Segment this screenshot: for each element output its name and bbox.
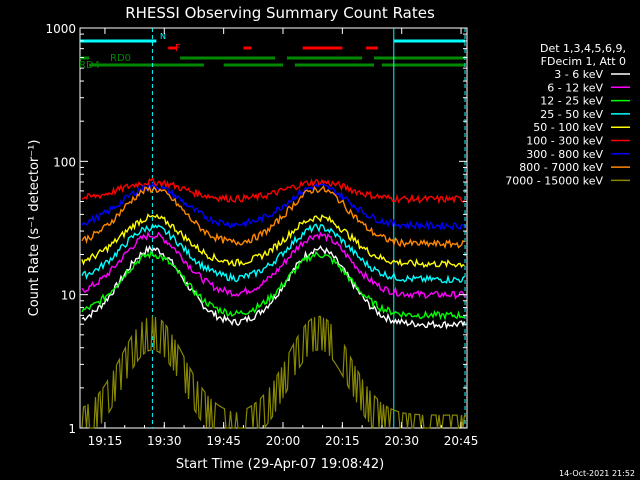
- series-lines: [81, 177, 466, 430]
- legend-label: 300 - 800 keV: [526, 148, 603, 161]
- series-line: [81, 250, 465, 321]
- series-line: [81, 177, 466, 205]
- y-tick-label: 1000: [45, 22, 76, 36]
- y-tick-label: 10: [61, 289, 76, 303]
- flag-label-rd0: RD0: [110, 53, 131, 64]
- legend-label: 25 - 50 keV: [540, 108, 603, 121]
- plot-frame: [79, 27, 468, 429]
- flag-label-rd4: RD4: [79, 60, 100, 71]
- x-axis-label: Start Time (29-Apr-07 19:08:42): [176, 457, 384, 472]
- vertical-markers: [151, 28, 466, 428]
- flag-label-n: N: [160, 32, 166, 41]
- flag-bars: NF RD0 RD4: [79, 32, 466, 71]
- series-line: [81, 182, 466, 231]
- flag-label-f: F: [175, 43, 181, 54]
- footer-date: 14-Oct-2021 21:52: [559, 469, 635, 478]
- legend-label: 3 - 6 keV: [554, 68, 603, 81]
- x-tick-label: 20:00: [266, 434, 301, 448]
- legend-label: 6 - 12 keV: [547, 81, 603, 94]
- chart-title: RHESSI Observing Summary Count Rates: [125, 4, 435, 22]
- series-line: [81, 223, 465, 284]
- x-tick-label: 19:15: [88, 434, 123, 448]
- legend-label: 50 - 100 keV: [533, 121, 603, 134]
- legend-label: 7000 - 15000 keV: [505, 174, 603, 187]
- legend-label: 12 - 25 keV: [540, 95, 603, 108]
- x-tick-label: 19:30: [147, 434, 182, 448]
- y-axis-label: Count Rate (s⁻¹ detector⁻¹): [27, 140, 42, 317]
- legend-label: 100 - 300 keV: [526, 135, 603, 148]
- series-line: [81, 185, 465, 250]
- x-tick-label: 20:30: [384, 434, 419, 448]
- x-axis: 19:15 19:30 19:45 20:00 20:15 20:30 20:45: [88, 28, 479, 448]
- y-tick-label: 1: [68, 422, 76, 436]
- legend-title: Det 1,3,4,5,6,9,: [540, 42, 626, 55]
- series-line: [81, 315, 466, 430]
- legend: Det 1,3,4,5,6,9,FDecim 1, Att 03 - 6 keV…: [505, 42, 630, 187]
- y-tick-label: 100: [53, 155, 76, 169]
- y-axis: 1 10 100 1000: [45, 22, 467, 436]
- x-tick-label: 20:45: [444, 434, 479, 448]
- legend-title: FDecim 1, Att 0: [541, 55, 626, 68]
- series-line: [81, 230, 466, 300]
- series-line: [81, 213, 465, 269]
- x-tick-label: 19:45: [206, 434, 241, 448]
- x-tick-label: 20:15: [325, 434, 360, 448]
- legend-label: 800 - 7000 keV: [519, 161, 603, 174]
